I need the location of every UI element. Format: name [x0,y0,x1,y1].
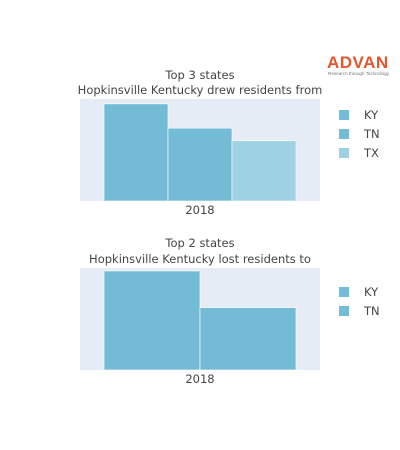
legend-label-tx[interactable]: TX [363,146,379,160]
chart-top-3-states: Top 3 states Hopkinsville Kentucky drew … [78,68,380,217]
chart-2-legend: KY TN [339,285,380,318]
chart-1-title: Top 3 states [164,68,234,82]
bar-ky [103,103,169,202]
legend-swatch-ky[interactable] [339,110,349,120]
logo-name: ADVAN [327,53,389,72]
legend-swatch-ky[interactable] [339,287,349,297]
legend-swatch-tn[interactable] [339,129,349,139]
legend-label-ky[interactable]: KY [364,108,379,122]
chart-1-legend: KY TN TX [339,108,380,160]
chart-2-x-tick: 2018 [185,372,214,386]
bar-tx [231,140,297,202]
chart-top-2-states: Top 2 states Hopkinsville Kentucky lost … [80,236,380,386]
legend-swatch-tn[interactable] [339,306,349,316]
legend-label-ky[interactable]: KY [364,285,379,299]
legend-label-tn[interactable]: TN [363,304,380,318]
legend-swatch-tx[interactable] [339,148,349,158]
bar-tn [199,307,297,371]
bar-tn [167,127,233,202]
legend-label-tn[interactable]: TN [363,127,380,141]
chart-2-subtitle: Hopkinsville Kentucky lost residents to [89,252,311,266]
advan-logo: ADVAN Research through Technology [327,53,390,76]
chart-1-x-tick: 2018 [185,203,214,217]
chart-1-subtitle: Hopkinsville Kentucky drew residents fro… [78,83,323,97]
chart-1-bars [103,103,297,202]
chart-2-bars [103,270,297,371]
logo-tagline: Research through Technology [328,71,390,76]
chart-2-title: Top 2 states [164,236,234,250]
bar-ky [103,270,201,371]
